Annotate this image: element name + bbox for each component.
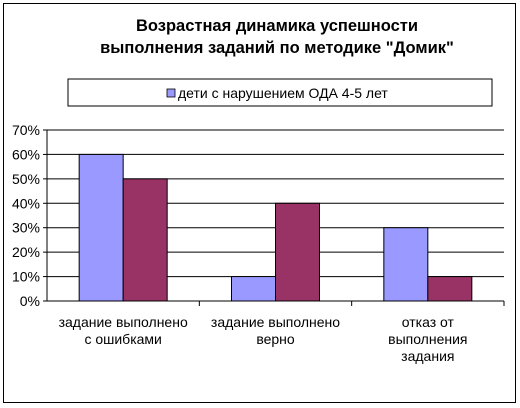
y-tick-label: 60%: [12, 146, 40, 162]
x-category-label: верно: [256, 331, 295, 347]
bars: [78, 153, 473, 302]
y-tick-label: 30%: [12, 220, 40, 236]
axes: [43, 129, 505, 306]
chart-title-line-2: выполнения заданий по методике "Домик": [100, 39, 454, 57]
y-tick-label: 40%: [12, 195, 40, 211]
x-category-label: с ошибками: [84, 331, 161, 347]
legend-box: [67, 78, 493, 107]
bar-series-2-cat-3: [427, 276, 473, 302]
bar-series-1-cat-3: [383, 227, 429, 302]
y-tick-label: 20%: [12, 244, 40, 260]
legend: дети с нарушением ОДА 4-5 лет: [67, 78, 493, 107]
bar-series-1-cat-1: [78, 153, 124, 302]
legend-label-series-1: дети с нарушением ОДА 4-5 лет: [178, 85, 388, 101]
bar-series-2-cat-1: [122, 178, 168, 302]
y-tick-label: 50%: [12, 171, 40, 187]
x-category-label: задание выполнено: [59, 314, 188, 330]
legend-swatch-series-1: [166, 88, 176, 98]
x-category-label: отказ от: [402, 314, 455, 330]
bar-series-1-cat-2: [231, 276, 276, 302]
y-tick-label: 70%: [12, 122, 40, 138]
y-tick-label: 0%: [20, 293, 40, 309]
x-category-label: выполнения: [388, 331, 467, 347]
y-tick-labels: 0% 10% 20% 30% 40% 50% 60% 70%: [12, 122, 40, 309]
y-tick-label: 10%: [12, 269, 40, 285]
chart-title-line-1: Возрастная динамика успешности: [136, 17, 418, 35]
x-category-label: задания: [401, 348, 454, 364]
bar-series-2-cat-2: [275, 202, 320, 302]
x-category-label: задание выполнено: [211, 314, 340, 330]
